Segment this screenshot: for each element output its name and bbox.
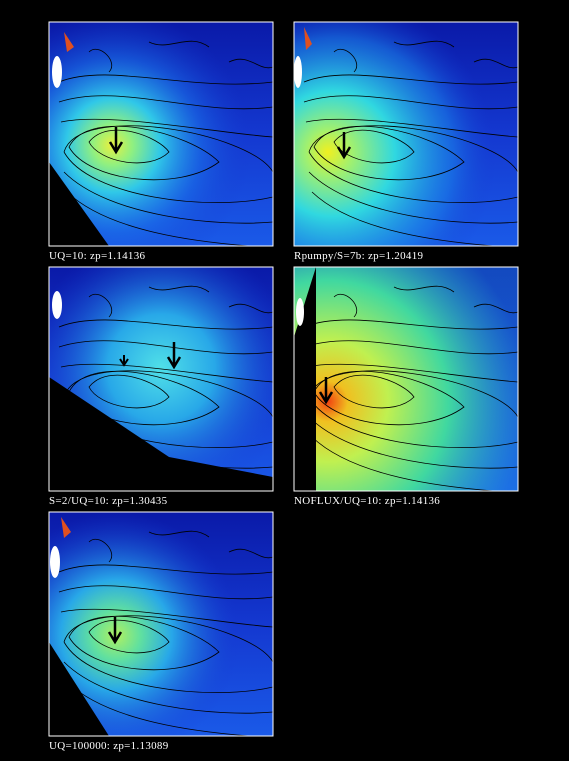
caption: S=2/UQ=10: zp=1.30435 [49,495,168,507]
caption: NOFLUX/UQ=10: zp=1.14136 [294,495,440,507]
panel [48,511,274,737]
panel [293,266,519,492]
panel [48,21,274,247]
caption: UQ=100000: zp=1.13089 [49,740,169,752]
caption: UQ=10: zp=1.14136 [49,250,146,262]
panel [293,21,519,247]
caption: Rpumpy/S=7b: zp=1.20419 [294,250,424,262]
panel [48,266,274,492]
